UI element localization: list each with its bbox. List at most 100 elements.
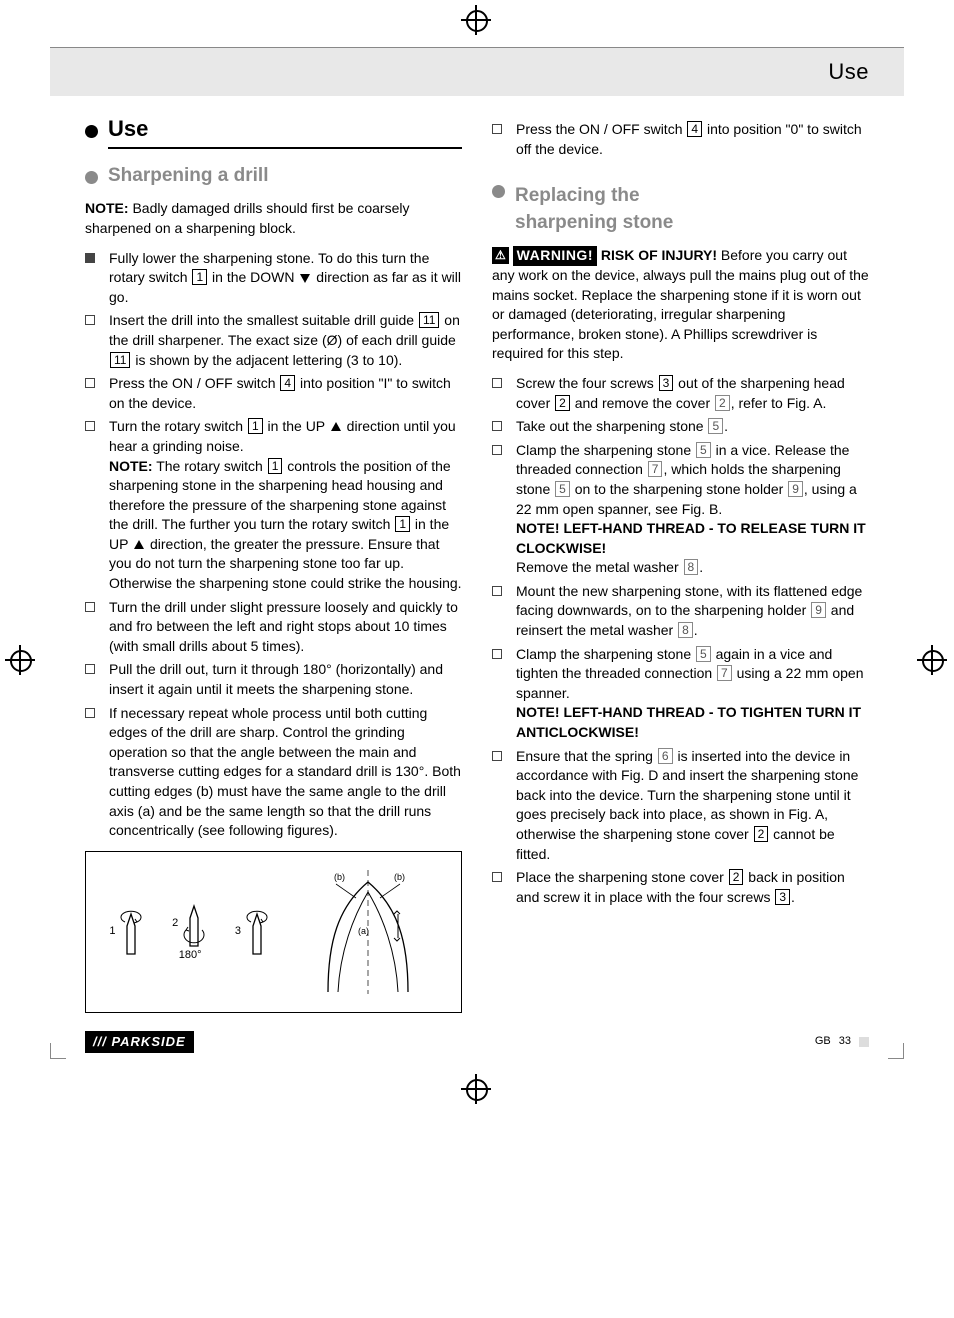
list-item: Mount the new sharpening stone, with its… [492,582,869,641]
list-item: Insert the drill into the smallest suita… [85,311,462,370]
warning-label: WARNING! [513,246,597,266]
drill-icon [243,908,271,956]
note-bold: NOTE! LEFT-HAND THREAD - TO RELEASE TURN… [516,520,866,556]
registration-mark-left [10,650,32,672]
list-text: Ensure that the spring 6 is inserted int… [516,747,869,865]
ref-box: 1 [268,458,283,474]
ref-box: 5 [555,481,570,497]
section-subtitle: Sharpening a drill [108,163,268,190]
list-item: Turn the rotary switch 1 in the UP direc… [85,417,462,593]
list-text: Turn the rotary switch 1 in the UP direc… [109,417,462,593]
list-item: If necessary repeat whole process until … [85,704,462,841]
brand-logo: /// PARKSIDE [85,1031,194,1053]
list-item: Press the ON / OFF switch 4 into positio… [85,374,462,413]
warning-paragraph: ⚠ WARNING! RISK OF INJURY! Before you ca… [492,246,869,364]
square-marker-icon [492,124,502,134]
page-number: GB 33 [815,1034,869,1049]
square-marker-icon [85,421,95,431]
list-text: Turn the drill under slight pressure loo… [109,598,462,657]
section-heading-replacing: Replacing thesharpening stone [492,183,869,236]
drill-step-1: 1 [109,908,145,956]
label-b: (b) [394,872,405,882]
section-title: Use [108,114,462,149]
square-marker-icon [85,664,95,674]
square-marker-icon [85,315,95,325]
step-number: 1 [109,924,115,939]
ref-box: 9 [811,602,826,618]
section-subtitle: Replacing thesharpening stone [515,183,673,236]
figure-drill-rotation: 1 2 [85,851,462,1013]
square-marker-icon [492,421,502,431]
warning-triangle-icon: ⚠ [492,247,509,264]
list-text: Screw the four screws 3 out of the sharp… [516,374,869,413]
note-bold: NOTE! LEFT-HAND THREAD - TO TIGHTEN TURN… [516,704,861,740]
square-marker-icon [492,445,502,455]
list-text: Clamp the sharpening stone 5 in a vice. … [516,441,869,578]
ref-box: 4 [687,121,702,137]
list-item: Pull the drill out, turn it through 180°… [85,660,462,699]
list-text: Mount the new sharpening stone, with its… [516,582,869,641]
ref-box: 2 [729,869,744,885]
square-marker-icon [492,586,502,596]
ref-box: 2 [754,826,769,842]
ref-box: 1 [248,418,263,434]
list-item: Place the sharpening stone cover 2 back … [492,868,869,907]
list-item: Clamp the sharpening stone 5 again in a … [492,645,869,743]
footer: /// PARKSIDE GB 33 [50,1023,904,1059]
list-item: Take out the sharpening stone 5. [492,417,869,437]
section-heading-sharpening: Sharpening a drill [85,163,462,190]
list-item: Ensure that the spring 6 is inserted int… [492,747,869,865]
ref-box: 2 [555,395,570,411]
ref-box: 8 [678,622,693,638]
crop-mark-icon [888,1043,904,1059]
list-text: Fully lower the sharpening stone. To do … [109,249,462,308]
left-column: Use Sharpening a drill NOTE: Badly damag… [85,114,462,1013]
list-item: Clamp the sharpening stone 5 in a vice. … [492,441,869,578]
list-item: Press the ON / OFF switch 4 into positio… [492,120,869,159]
square-marker-icon [492,751,502,761]
ref-box: 6 [658,748,673,764]
crop-mark-icon [50,1043,66,1059]
ref-box: 11 [419,312,439,328]
page-num: 33 [839,1034,851,1049]
ref-box: 7 [717,665,732,681]
registration-mark-bottom [466,1079,488,1101]
steps-list: Press the ON / OFF switch 4 into positio… [492,120,869,159]
list-item: Fully lower the sharpening stone. To do … [85,249,462,308]
header-band: Use [50,48,904,96]
list-text: Press the ON / OFF switch 4 into positio… [109,374,462,413]
list-text: Pull the drill out, turn it through 180°… [109,660,462,699]
intro-note: NOTE: Badly damaged drills should first … [85,199,462,238]
drill-icon [180,900,208,948]
warning-bold: RISK OF INJURY! [597,247,717,263]
steps-list: Fully lower the sharpening stone. To do … [85,249,462,841]
list-text: Clamp the sharpening stone 5 again in a … [516,645,869,743]
ref-box: 3 [775,889,790,905]
note-label: NOTE: [85,200,129,216]
registration-mark-top [466,10,488,32]
square-marker-icon [492,649,502,659]
ref-box: 5 [696,646,711,662]
list-text: Press the ON / OFF switch 4 into positio… [516,120,869,159]
square-marker-icon [492,378,502,388]
triangle-up-icon [331,422,341,431]
list-text: If necessary repeat whole process until … [109,704,462,841]
drill-icon [117,908,145,956]
header-section-title: Use [828,57,869,88]
square-marker-icon [85,708,95,718]
ref-box: 11 [110,352,130,368]
right-column: Press the ON / OFF switch 4 into positio… [492,114,869,1013]
list-item: Turn the drill under slight pressure loo… [85,598,462,657]
bullet-icon [85,125,98,138]
registration-mark-right [922,650,944,672]
drill-tip-diagram: (b) (b) (a) [298,862,438,1002]
ref-box: 4 [280,375,295,391]
ref-box: 8 [684,559,699,575]
ref-box: 7 [648,461,663,477]
square-marker-icon [492,872,502,882]
step-number: 2 [172,916,178,931]
list-text: Take out the sharpening stone 5. [516,417,869,437]
square-marker-icon [85,378,95,388]
ref-box: 2 [715,395,730,411]
page-frame: Use Use Sharpening a drill NOTE: Badly d… [50,47,904,1059]
